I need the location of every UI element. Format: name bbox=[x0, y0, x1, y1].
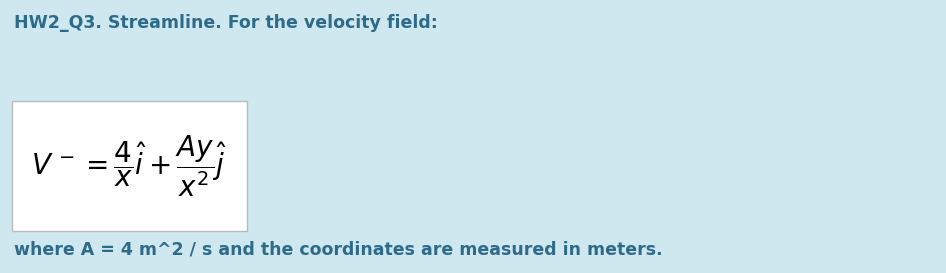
Text: where A = 4 m^2 / s and the coordinates are measured in meters.: where A = 4 m^2 / s and the coordinates … bbox=[14, 241, 662, 259]
Text: $\mathit{V}^{\,-} = \dfrac{4}{\mathit{x}}\hat{i} + \dfrac{Ay}{\mathit{x}^2}\hat{: $\mathit{V}^{\,-} = \dfrac{4}{\mathit{x}… bbox=[31, 133, 228, 199]
Text: HW2_Q3. Streamline. For the velocity field:: HW2_Q3. Streamline. For the velocity fie… bbox=[14, 14, 438, 32]
FancyBboxPatch shape bbox=[12, 101, 247, 231]
